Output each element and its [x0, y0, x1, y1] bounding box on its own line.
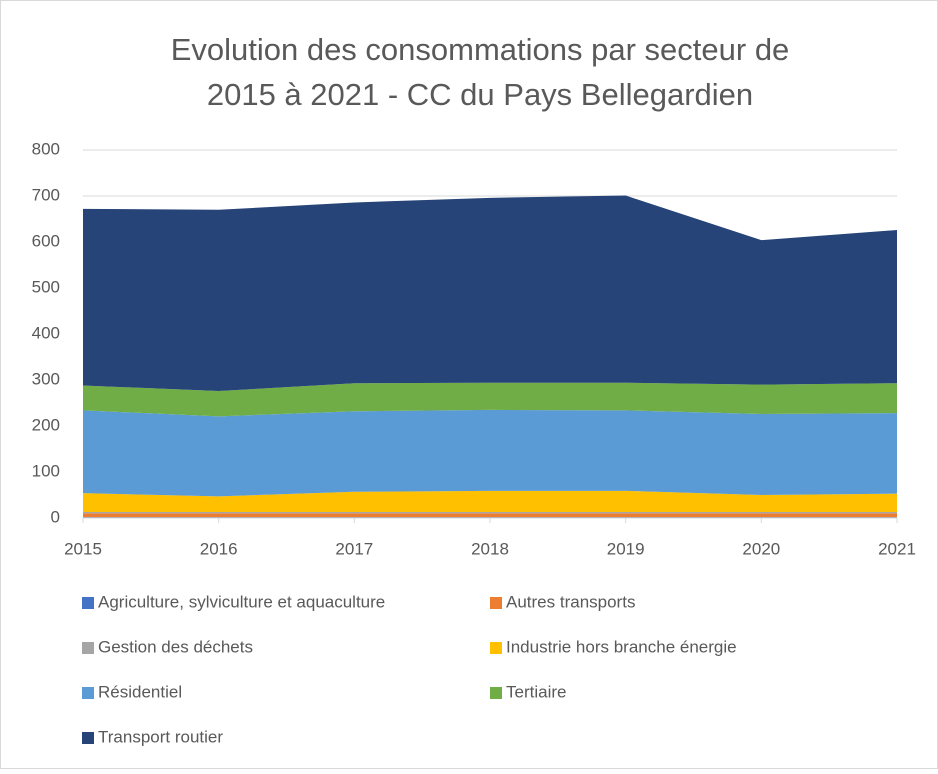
x-tick-label: 2019 [607, 539, 645, 558]
area [83, 409, 897, 497]
y-tick-label: 700 [32, 185, 60, 204]
legend-label: Agriculture, sylviculture et aquaculture [98, 592, 385, 611]
area [83, 382, 897, 417]
legend-label: Transport routier [98, 727, 223, 746]
x-tick-label: 2017 [335, 539, 373, 558]
area [83, 490, 897, 513]
y-tick-label: 500 [32, 277, 60, 296]
y-tick-label: 100 [32, 461, 60, 480]
area [83, 195, 897, 392]
legend-swatch [82, 642, 94, 654]
y-tick-label: 300 [32, 369, 60, 388]
x-tick-label: 2015 [64, 539, 102, 558]
y-tick-label: 200 [32, 415, 60, 434]
x-tick-label: 2018 [471, 539, 509, 558]
legend-swatch [490, 687, 502, 699]
x-tick-label: 2020 [742, 539, 780, 558]
y-tick-label: 400 [32, 323, 60, 342]
legend-label: Autres transports [506, 592, 635, 611]
area [83, 513, 897, 518]
area [83, 512, 897, 514]
y-tick-label: 0 [51, 507, 60, 526]
legend-swatch [490, 597, 502, 609]
x-tick-label: 2021 [878, 539, 916, 558]
chart-title: 2015 à 2021 - CC du Pays Bellegardien [207, 77, 753, 112]
legend-label: Résidentiel [98, 682, 182, 701]
legend-swatch [82, 732, 94, 744]
y-tick-label: 800 [32, 139, 60, 158]
y-tick-label: 600 [32, 231, 60, 250]
legend-swatch [490, 642, 502, 654]
legend-label: Industrie hors branche énergie [506, 637, 737, 656]
legend-swatch [82, 597, 94, 609]
legend-label: Tertiaire [506, 682, 566, 701]
x-tick-label: 2016 [200, 539, 238, 558]
legend-label: Gestion des déchets [98, 637, 253, 656]
chart-title: Evolution des consommations par secteur … [171, 32, 790, 67]
legend-swatch [82, 687, 94, 699]
